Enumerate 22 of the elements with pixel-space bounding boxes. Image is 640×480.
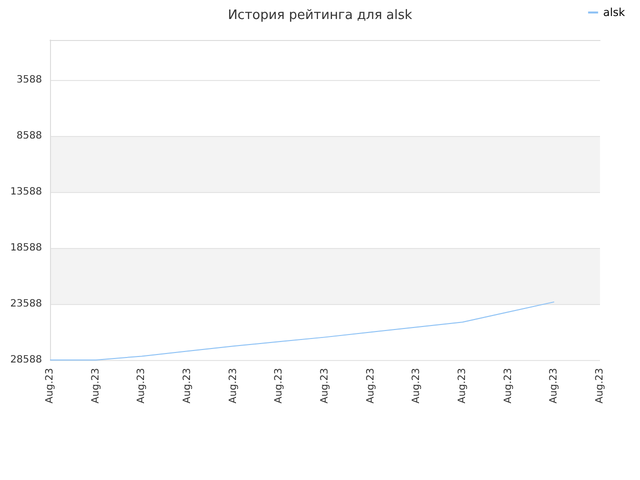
legend-label: alsk xyxy=(603,6,626,19)
x-tick-label: Aug.23 xyxy=(365,368,376,404)
y-tick-label: 23588 xyxy=(10,298,42,310)
chart-title: История рейтинга для alsk xyxy=(228,8,413,23)
x-tick-label: Aug.23 xyxy=(457,368,468,404)
y-tick-label: 13588 xyxy=(10,186,42,198)
x-tick-label: Aug.23 xyxy=(548,368,560,404)
y-tick-label: 8588 xyxy=(16,130,42,142)
y-tick-label: 18588 xyxy=(10,242,42,254)
y-tick-label: 28588 xyxy=(10,354,42,366)
x-tick-label: Aug.23 xyxy=(411,368,422,404)
x-tick-label: Aug.23 xyxy=(274,368,285,404)
x-tick-label: Aug.23 xyxy=(228,368,239,404)
line-series xyxy=(50,301,555,360)
y-tick-label: 3588 xyxy=(16,74,42,86)
x-tick-label: Aug.23 xyxy=(594,368,606,404)
x-tick-label: Aug.23 xyxy=(182,368,193,404)
x-tick-label: Aug.23 xyxy=(44,368,56,404)
x-tick-label: Aug.23 xyxy=(90,368,102,404)
x-tick-label: Aug.23 xyxy=(502,368,514,404)
x-tick-label: Aug.23 xyxy=(320,368,330,404)
x-tick-label: Aug.23 xyxy=(136,368,148,404)
